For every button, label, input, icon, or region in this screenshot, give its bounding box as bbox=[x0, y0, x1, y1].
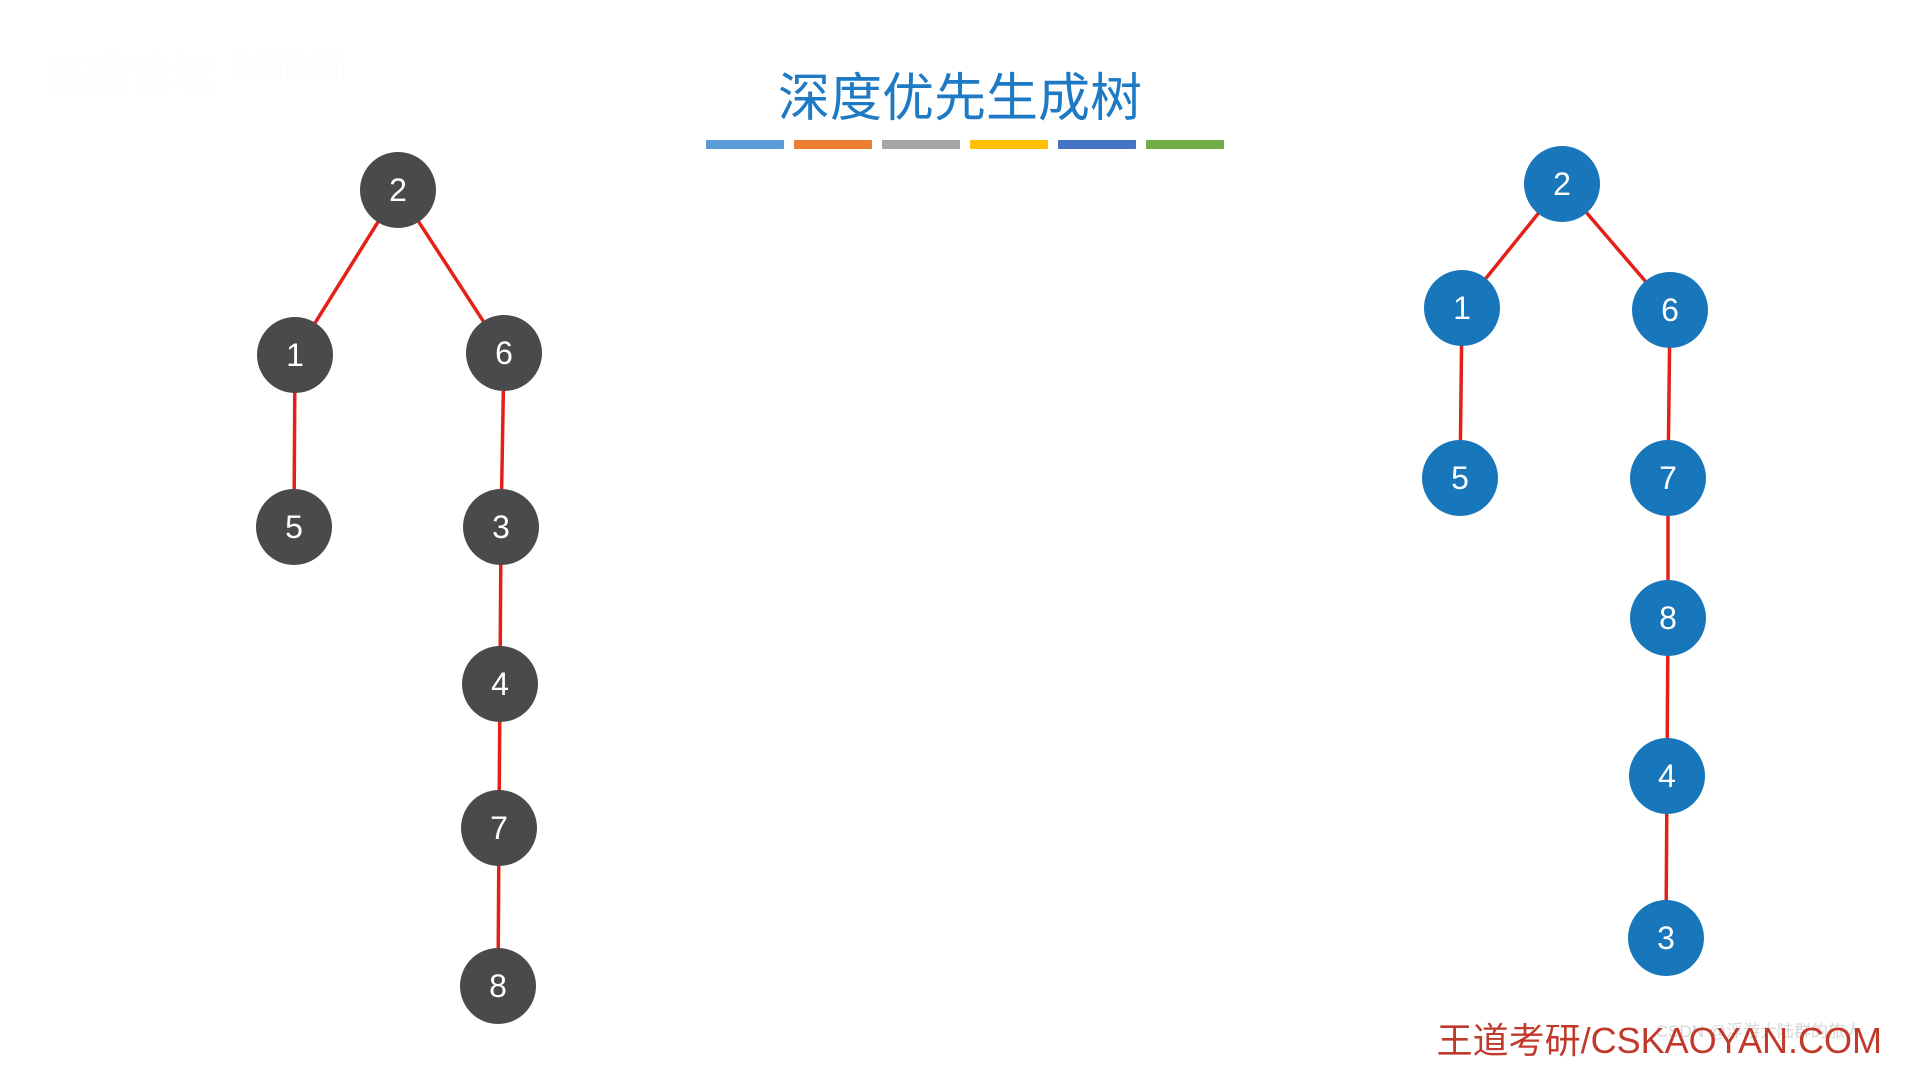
watermark-bilibili: bilibili bbox=[232, 42, 345, 90]
tree-0-node-2: 2 bbox=[360, 152, 436, 228]
tree-0-node-1-label: 1 bbox=[286, 337, 304, 373]
tree-0-edge-7-8 bbox=[498, 866, 499, 948]
tree-0-node-7-label: 7 bbox=[490, 810, 508, 846]
tree-1-edge-2-1 bbox=[1486, 214, 1538, 279]
tree-1-node-1: 1 bbox=[1424, 270, 1500, 346]
tree-1-node-7-label: 7 bbox=[1659, 460, 1677, 496]
tree-0-node-4: 4 bbox=[462, 646, 538, 722]
footer-credit: 王道考研/CSKAOYAN.COM bbox=[1437, 1012, 1882, 1064]
tree-0-edge-2-6 bbox=[419, 222, 484, 321]
tree-1-edge-4-3 bbox=[1666, 814, 1667, 900]
tree-0-edge-3-4 bbox=[500, 565, 501, 646]
tree-1-node-8: 8 bbox=[1630, 580, 1706, 656]
tree-1-node-4: 4 bbox=[1629, 738, 1705, 814]
tree-1-node-8-label: 8 bbox=[1659, 600, 1677, 636]
tree-0-node-2-label: 2 bbox=[389, 172, 407, 208]
tree-0-edge-6-3 bbox=[502, 391, 504, 489]
tree-0-edge-2-1 bbox=[315, 222, 378, 323]
tree-1-node-5: 5 bbox=[1422, 440, 1498, 516]
watermark-logo: 王道论坛 bbox=[46, 42, 214, 100]
tree-0-node-8: 8 bbox=[460, 948, 536, 1024]
tree-0-node-3-label: 3 bbox=[492, 509, 510, 545]
tree-0-node-6-label: 6 bbox=[495, 335, 513, 371]
tree-0-node-3: 3 bbox=[463, 489, 539, 565]
tree-1-node-6-label: 6 bbox=[1661, 292, 1679, 328]
tree-1-edge-2-6 bbox=[1587, 213, 1646, 281]
tree-diagram: 2 1 6 5 3 4 7 8 2 1 6 5 7 8 4 3 bbox=[0, 0, 1920, 1080]
tree-1-node-3-label: 3 bbox=[1657, 920, 1675, 956]
tree-0-node-1: 1 bbox=[257, 317, 333, 393]
tree-1-node-7: 7 bbox=[1630, 440, 1706, 516]
tree-0-node-4-label: 4 bbox=[491, 666, 509, 702]
tree-1-node-5-label: 5 bbox=[1451, 460, 1469, 496]
tree-0-node-7: 7 bbox=[461, 790, 537, 866]
tree-1-node-2: 2 bbox=[1524, 146, 1600, 222]
tree-1-edge-1-5 bbox=[1460, 346, 1461, 440]
tree-1-node-6: 6 bbox=[1632, 272, 1708, 348]
tree-0-edge-1-5 bbox=[294, 393, 295, 489]
tree-1-node-3: 3 bbox=[1628, 900, 1704, 976]
tree-1-edge-8-4 bbox=[1667, 656, 1668, 738]
tree-1-node-1-label: 1 bbox=[1453, 290, 1471, 326]
tree-1-node-2-label: 2 bbox=[1553, 166, 1571, 202]
tree-0-node-5-label: 5 bbox=[285, 509, 303, 545]
tree-0-node-5: 5 bbox=[256, 489, 332, 565]
tree-0-node-6: 6 bbox=[466, 315, 542, 391]
tree-1-edge-6-7 bbox=[1668, 348, 1669, 440]
tree-1-node-4-label: 4 bbox=[1658, 758, 1676, 794]
tree-0-node-8-label: 8 bbox=[489, 968, 507, 1004]
